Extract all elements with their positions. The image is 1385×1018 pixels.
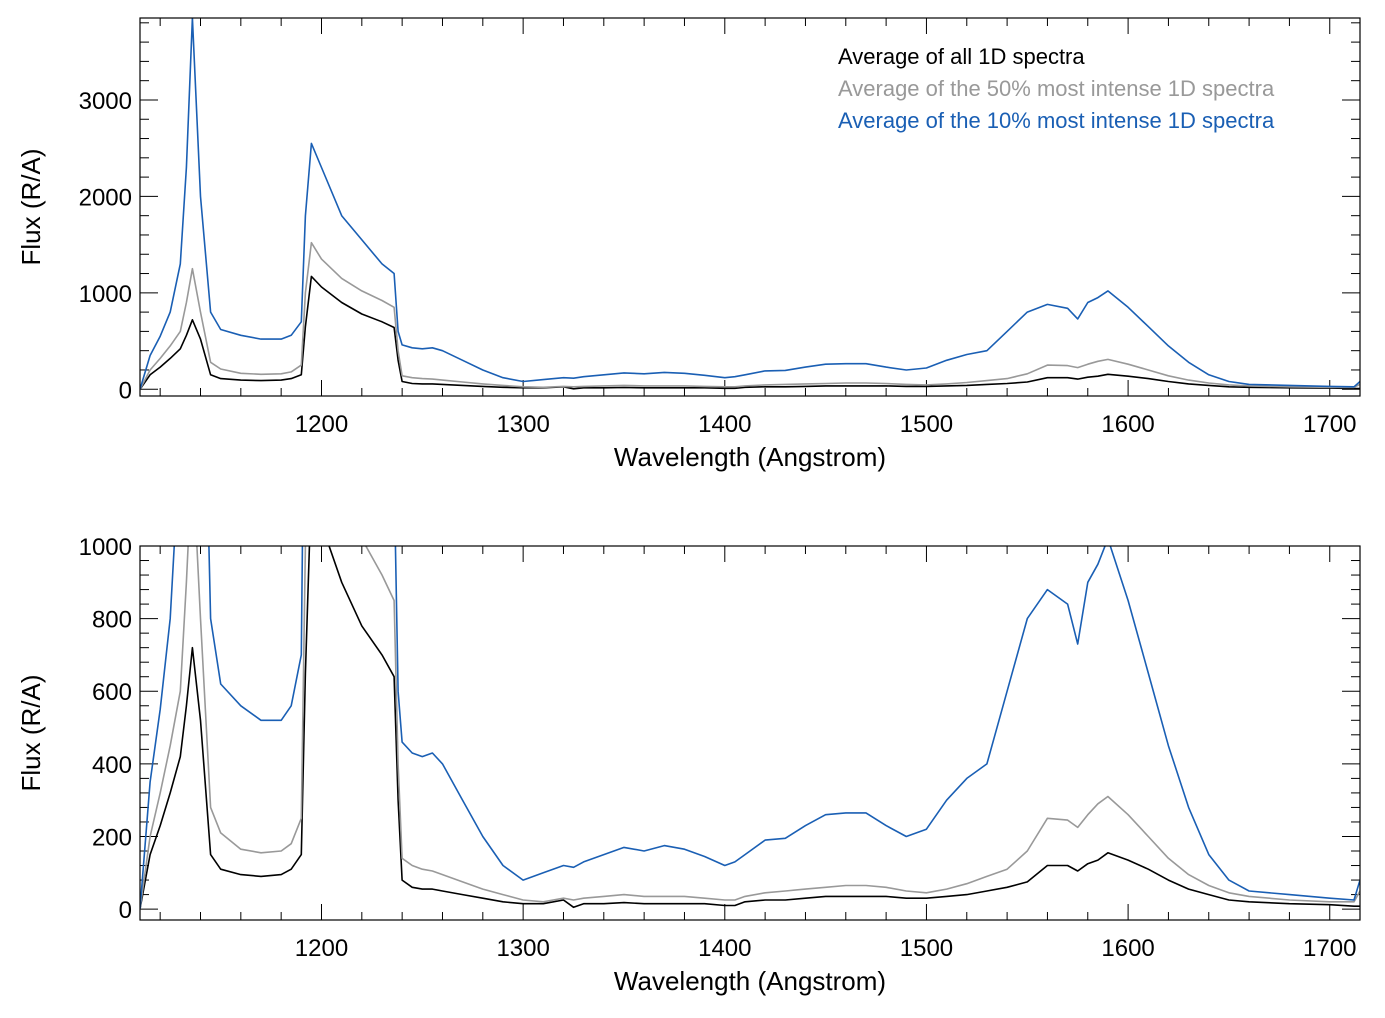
top-ticks (140, 18, 1360, 396)
x-tick-label: 1300 (496, 411, 549, 438)
y-tick-label: 1000 (79, 281, 132, 308)
top-series (140, 18, 1360, 390)
legend-entry-50pct: Average of the 50% most intense 1D spect… (838, 76, 1275, 101)
series-50pct-line (140, 241, 1360, 390)
series-all-spectra-line (140, 546, 1360, 910)
top-y-axis-title: Flux (R/A) (16, 149, 46, 266)
y-tick-label: 200 (92, 824, 132, 851)
series-10pct-line (140, 18, 1360, 390)
top-tick-labels: 1200 1300 1400 1500 1600 1700 0 1000 2000 3000 (79, 88, 1357, 438)
y-tick-label: 0 (119, 897, 132, 924)
x-tick-label: 1600 (1101, 935, 1154, 962)
legend-entry-10pct: Average of the 10% most intense 1D spect… (838, 108, 1275, 133)
y-tick-label: 800 (92, 607, 132, 634)
y-tick-label: 1000 (79, 534, 132, 561)
x-tick-label: 1600 (1101, 411, 1154, 438)
x-tick-label: 1300 (496, 935, 549, 962)
x-tick-label: 1400 (698, 411, 751, 438)
y-tick-label: 600 (92, 679, 132, 706)
y-tick-label: 0 (119, 377, 132, 404)
x-tick-label: 1400 (698, 935, 751, 962)
bottom-series (140, 546, 1360, 910)
x-tick-label: 1500 (900, 935, 953, 962)
bottom-x-axis-title: Wavelength (Angstrom) (614, 966, 886, 996)
x-tick-label: 1500 (900, 411, 953, 438)
x-tick-label: 1700 (1303, 411, 1356, 438)
y-tick-label: 400 (92, 752, 132, 779)
bottom-tick-labels: 1200 1300 1400 1500 1600 1700 0 200 400 600 800 100… (79, 534, 1357, 962)
x-tick-label: 1700 (1303, 935, 1356, 962)
bottom-ticks (140, 545, 1360, 920)
y-tick-label: 2000 (79, 184, 132, 211)
series-all-spectra-line (140, 275, 1360, 390)
top-x-axis-title: Wavelength (Angstrom) (614, 442, 886, 472)
top-panel: 1200 1300 1400 1500 1600 1700 0 1000 2000 3000 Wa… (16, 17, 1361, 472)
bottom-y-axis-title: Flux (R/A) (16, 675, 46, 792)
legend-entry-all: Average of all 1D spectra (838, 44, 1085, 69)
legend: Average of all 1D spectra Average of the… (838, 44, 1275, 133)
x-tick-label: 1200 (295, 935, 348, 962)
x-tick-label: 1200 (295, 411, 348, 438)
bottom-plot-frame (139, 545, 1361, 921)
top-plot-frame (139, 17, 1361, 397)
series-10pct-line (140, 546, 1360, 910)
series-50pct-line (140, 546, 1360, 910)
y-tick-label: 3000 (79, 88, 132, 115)
bottom-panel: 1200 1300 1400 1500 1600 1700 0 200 400 600 800 100… (16, 534, 1361, 996)
